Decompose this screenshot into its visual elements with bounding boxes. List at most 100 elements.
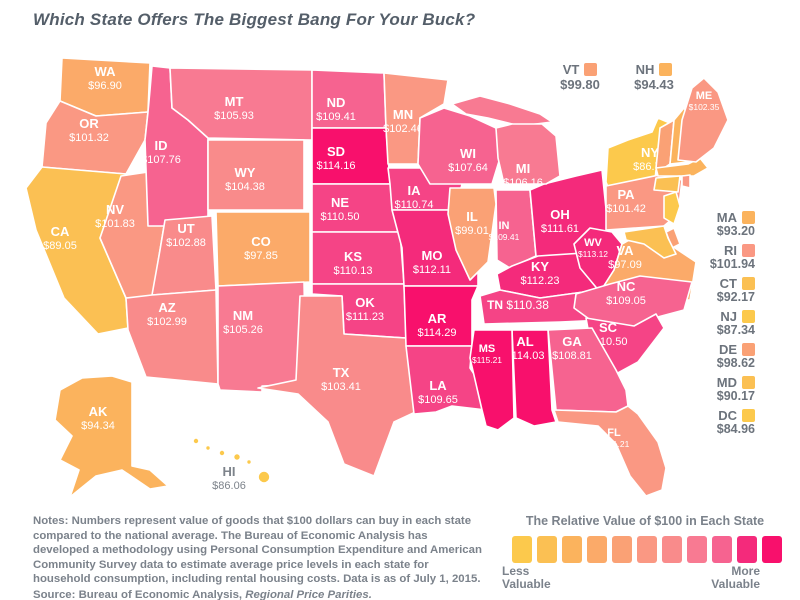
state-in-abbr: IN	[499, 220, 510, 232]
state-al	[511, 329, 557, 427]
color-swatch	[584, 62, 598, 76]
notes-body: Notes: Numbers represent value of goods …	[33, 515, 482, 586]
color-swatch	[742, 276, 755, 290]
state-nc-value: $109.05	[606, 295, 646, 307]
state-wv-abbr: WV	[584, 237, 602, 249]
state-ok-abbr: OK	[355, 295, 375, 310]
state-value: $90.17	[716, 389, 755, 403]
state-id-abbr: ID	[155, 138, 168, 153]
state-fl-value: $101.21	[599, 439, 630, 449]
state-nm-abbr: NM	[233, 308, 253, 323]
state-abbr: DE	[718, 341, 737, 357]
callout-vt-row: VT	[552, 62, 608, 77]
east-list-row: DE	[687, 341, 755, 357]
state-al-value: $114.03	[506, 350, 545, 362]
state-abbr: MD	[716, 374, 737, 390]
east-list-row: DC	[687, 407, 755, 423]
state-tx-abbr: TX	[333, 365, 350, 380]
state-hi	[245, 458, 253, 466]
state-fl-abbr: FL	[607, 427, 621, 439]
state-mn-abbr: MN	[393, 107, 413, 122]
state-tx-value: $103.41	[321, 381, 361, 393]
state-abbr: DC	[718, 407, 737, 423]
state-nv-value: $101.83	[95, 218, 135, 230]
state-wy	[207, 139, 305, 211]
state-ut-abbr: UT	[177, 221, 194, 236]
east-list-item-de: DE $98.62	[687, 342, 755, 370]
state-co-abbr: CO	[251, 234, 271, 249]
state-ri	[681, 174, 691, 189]
state-co	[215, 211, 311, 287]
state-pa-abbr: PA	[617, 187, 635, 202]
state-or	[41, 100, 149, 175]
state-ky-abbr: KY	[531, 259, 549, 274]
source-line: Source: Bureau of Economic Analysis, Reg…	[33, 588, 485, 600]
state-ne-abbr: NE	[331, 195, 349, 210]
color-swatch	[742, 243, 755, 257]
state-in-value: $109.41	[489, 232, 520, 242]
east-list-row: MA	[687, 210, 755, 225]
state-sd	[311, 127, 391, 185]
state-ga-abbr: GA	[562, 334, 582, 349]
state-wi-value: $107.64	[448, 162, 488, 174]
callout-state-abbr: NH	[635, 61, 655, 77]
state-wi-abbr: WI	[460, 146, 476, 161]
state-oh-abbr: OH	[550, 207, 570, 222]
color-swatch	[742, 309, 755, 323]
state-wv-value: $113.12	[578, 249, 608, 259]
state-az-value: $102.99	[147, 316, 187, 328]
state-ks-abbr: KS	[344, 249, 362, 264]
state-mn-value: $102.46	[383, 123, 423, 135]
state-ar	[403, 285, 479, 347]
state-abbr: NJ	[720, 308, 737, 324]
state-ga-value: $108.81	[552, 350, 592, 362]
state-hi	[257, 470, 271, 484]
callout-vt: VT $99.80	[552, 62, 608, 93]
state-sc-abbr: SC	[599, 320, 618, 335]
source-prefix: Source: Bureau of Economic Analysis,	[33, 588, 246, 600]
callout-state-value: $94.43	[634, 77, 674, 92]
state-hi	[204, 444, 212, 452]
east-state-list: MA $93.20 RI $101.94 CT $92.17 NJ $87.34 DE $98.6…	[687, 210, 755, 441]
state-ar-value: $114.29	[418, 327, 457, 339]
east-list-item-ct: CT $92.17	[687, 276, 755, 304]
state-ok-value: $111.23	[346, 311, 384, 323]
east-list-item-ri: RI $101.94	[687, 243, 755, 271]
state-az-abbr: AZ	[158, 300, 175, 315]
state-ct	[653, 175, 681, 193]
state-hi-value: $86.06	[212, 480, 246, 492]
state-value: $101.94	[709, 257, 755, 271]
east-list-row: RI	[687, 243, 755, 258]
state-ak	[54, 375, 169, 498]
state-ne	[311, 183, 401, 233]
state-me	[677, 77, 729, 163]
state-md	[623, 225, 677, 259]
source-title: Regional Price Parities.	[245, 588, 372, 600]
state-ca-abbr: CA	[51, 224, 70, 239]
state-abbr: CT	[719, 275, 737, 291]
state-value: $98.62	[716, 356, 755, 370]
state-fl	[553, 405, 667, 497]
state-or-value: $101.32	[69, 132, 109, 144]
state-mi-abbr: MI	[516, 161, 530, 176]
state-mt-value: $105.93	[214, 110, 254, 122]
state-sd-value: $114.16	[317, 160, 356, 172]
callout-state-value: $99.80	[560, 77, 600, 92]
state-nc	[573, 275, 693, 331]
state-me-abbr: ME	[696, 90, 713, 102]
state-ca-value: $89.05	[43, 240, 77, 252]
state-sd-abbr: SD	[327, 144, 345, 159]
color-swatch	[659, 62, 673, 76]
state-hi	[192, 437, 200, 445]
state-ia-abbr: IA	[408, 183, 422, 198]
state-nd-value: $109.41	[316, 111, 356, 123]
color-swatch	[742, 375, 755, 389]
state-wy-abbr: WY	[235, 165, 256, 180]
callout-nh-row: NH	[626, 61, 682, 77]
state-wa-value: $96.90	[88, 80, 122, 92]
east-list-item-md: MD $90.17	[687, 375, 755, 403]
state-nj	[663, 191, 681, 225]
state-wa-abbr: WA	[95, 64, 117, 79]
state-ak-abbr: AK	[89, 404, 108, 419]
